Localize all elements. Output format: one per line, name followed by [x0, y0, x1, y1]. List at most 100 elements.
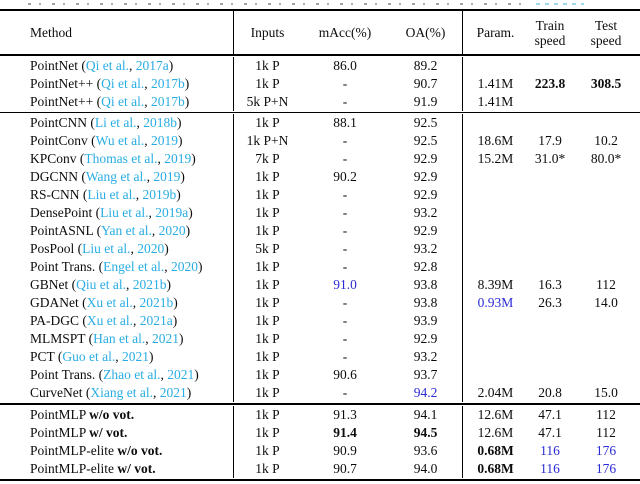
test-cell [572, 348, 640, 366]
table-row: KPConv (Thomas et al., 2019) 7k P - 92.9 15.… [0, 150, 640, 168]
method-cell: MLMSPT (Han et al., 2021) [30, 331, 184, 346]
citation-year-link[interactable]: 2019 [150, 133, 178, 148]
cropped-caption-citation-fragment [536, 3, 584, 5]
test-cell [572, 258, 640, 276]
macc-cell: - [342, 133, 348, 148]
param-cell: 12.6M [462, 405, 528, 424]
train-cell: 47.1 [538, 406, 562, 422]
citation-author-link[interactable]: Liu et al. [87, 187, 136, 202]
test-cell: 112 [596, 424, 616, 440]
citation-author-link[interactable]: Wu et al. [95, 133, 145, 148]
oa-cell: 92.9 [413, 223, 438, 238]
param-cell: 1.41M [462, 92, 528, 111]
inputs-cell: 1k P [233, 258, 301, 276]
macc-cell: - [342, 313, 348, 328]
table-body: PointNet (Qi et al., 2017a) 1k P 86.0 89.2 P… [0, 56, 640, 479]
train-cell [528, 168, 572, 186]
citation-year-link[interactable]: 2019a [155, 205, 189, 220]
citation-year-link[interactable]: 2021b [139, 295, 174, 310]
inputs-cell: 1k P [233, 459, 301, 478]
table-row: PCT (Guo et al., 2021) 1k P - 93.2 [0, 348, 640, 366]
train-cell [528, 312, 572, 330]
citation-author-link[interactable]: Liu et al. [100, 205, 149, 220]
macc-cell: - [342, 241, 348, 256]
oa-cell: 94.2 [413, 385, 438, 400]
citation-author-link[interactable]: Xu et al. [86, 295, 133, 310]
inputs-cell: 1k P [233, 423, 301, 442]
citation-author-link[interactable]: Engel et al. [103, 259, 165, 274]
citation-year-link[interactable]: 2021 [167, 367, 195, 382]
citation-author-link[interactable]: Xu et al. [86, 313, 134, 328]
citation-year-link[interactable]: 2018b [143, 115, 177, 130]
cropped-caption-text-fragment [28, 3, 528, 5]
method-cell: PointNet++ (Qi et al., 2017b) [30, 75, 190, 91]
citation-year-link[interactable]: 2021 [122, 349, 150, 364]
table-row: MLMSPT (Han et al., 2021) 1k P - 92.9 [0, 330, 640, 348]
citation-author-link[interactable]: Qi et al. [85, 57, 130, 73]
citation-year-link[interactable]: 2021 [159, 385, 187, 400]
citation-year-link[interactable]: 2021b [132, 277, 167, 292]
test-cell: 80.0* [590, 151, 622, 166]
macc-cell: 91.4 [333, 424, 357, 440]
method-cell: PointMLP-elite w/o vot. [30, 442, 163, 458]
oa-cell: 93.7 [413, 367, 438, 382]
method-variant-label: w/o vot. [89, 406, 135, 422]
table-row: PointConv (Wu et al., 2019) 1k P+N - 92.5 18… [0, 132, 640, 150]
citation-author-link[interactable]: Guo et al. [62, 349, 116, 364]
train-cell [528, 240, 572, 258]
oa-cell: 92.5 [413, 133, 438, 148]
citation-year-link[interactable]: 2017b [150, 93, 185, 109]
oa-cell: 92.5 [413, 115, 438, 130]
citation-year-link[interactable]: 2017a [135, 57, 169, 73]
citation-year-link[interactable]: 2020 [171, 259, 199, 274]
oa-cell: 94.5 [413, 424, 438, 440]
inputs-cell: 1k P [233, 294, 301, 312]
citation-year-link[interactable]: 2020 [158, 223, 186, 238]
citation-year-link[interactable]: 2020 [137, 241, 165, 256]
param-cell: 12.6M [462, 423, 528, 442]
table-top-rule [0, 9, 640, 11]
inputs-cell: 1k P [233, 384, 301, 402]
test-cell [572, 93, 640, 111]
citation-author-link[interactable]: Yan et al. [101, 223, 152, 238]
method-cell: PointNet++ (Qi et al., 2017b) [30, 93, 190, 109]
train-cell [528, 222, 572, 240]
test-cell: 112 [596, 277, 616, 292]
method-cell: PointConv (Wu et al., 2019) [30, 133, 183, 148]
param-cell [462, 168, 528, 186]
citation-year-link[interactable]: 2021a [139, 313, 173, 328]
inputs-cell: 1k P [233, 366, 301, 384]
citation-year-link[interactable]: 2019 [153, 169, 181, 184]
section-divider-rule [0, 403, 640, 405]
citation-year-link[interactable]: 2021 [152, 331, 180, 346]
header-oa: OA(%) [405, 24, 446, 40]
train-cell: 223.8 [534, 75, 566, 91]
citation-year-link[interactable]: 2017b [150, 75, 185, 91]
citation-author-link[interactable]: Wang et al. [85, 169, 147, 184]
citation-author-link[interactable]: Xiang et al. [90, 385, 153, 400]
inputs-cell: 1k P [233, 222, 301, 240]
citation-author-link[interactable]: Han et al. [93, 331, 146, 346]
param-cell [462, 56, 528, 75]
results-table: Method Inputs mAcc(%) OA(%) Param. Train… [0, 9, 640, 481]
table-row: PointNet++ (Qi et al., 2017b) 1k P - 90.7 1.… [0, 74, 640, 93]
citation-author-link[interactable]: Qi et al. [101, 75, 145, 91]
citation-author-link[interactable]: Liu et al. [82, 241, 131, 256]
citation-author-link[interactable]: Qi et al. [101, 93, 145, 109]
citation-year-link[interactable]: 2019 [164, 151, 192, 166]
citation-author-link[interactable]: Li et al. [94, 115, 137, 130]
citation-year-link[interactable]: 2019b [142, 187, 177, 202]
table-section: PointCNN (Li et al., 2018b) 1k P 88.1 92.5 P… [0, 113, 640, 403]
method-cell: Point Trans. (Engel et al., 2020) [30, 259, 203, 274]
citation-author-link[interactable]: Qiu et al. [76, 277, 126, 292]
macc-cell: - [342, 295, 348, 310]
inputs-cell: 1k P [233, 56, 301, 75]
citation-author-link[interactable]: Zhao et al. [103, 367, 161, 382]
table-row: PointMLP w/ vot. 1k P 91.4 94.5 12.6M 47.1 112 [0, 423, 640, 442]
oa-cell: 94.0 [413, 460, 438, 476]
table-row: DGCNN (Wang et al., 2019) 1k P 90.2 92.9 [0, 168, 640, 186]
macc-cell: - [342, 205, 348, 220]
citation-author-link[interactable]: Thomas et al. [84, 151, 158, 166]
param-cell: 0.68M [462, 459, 528, 478]
